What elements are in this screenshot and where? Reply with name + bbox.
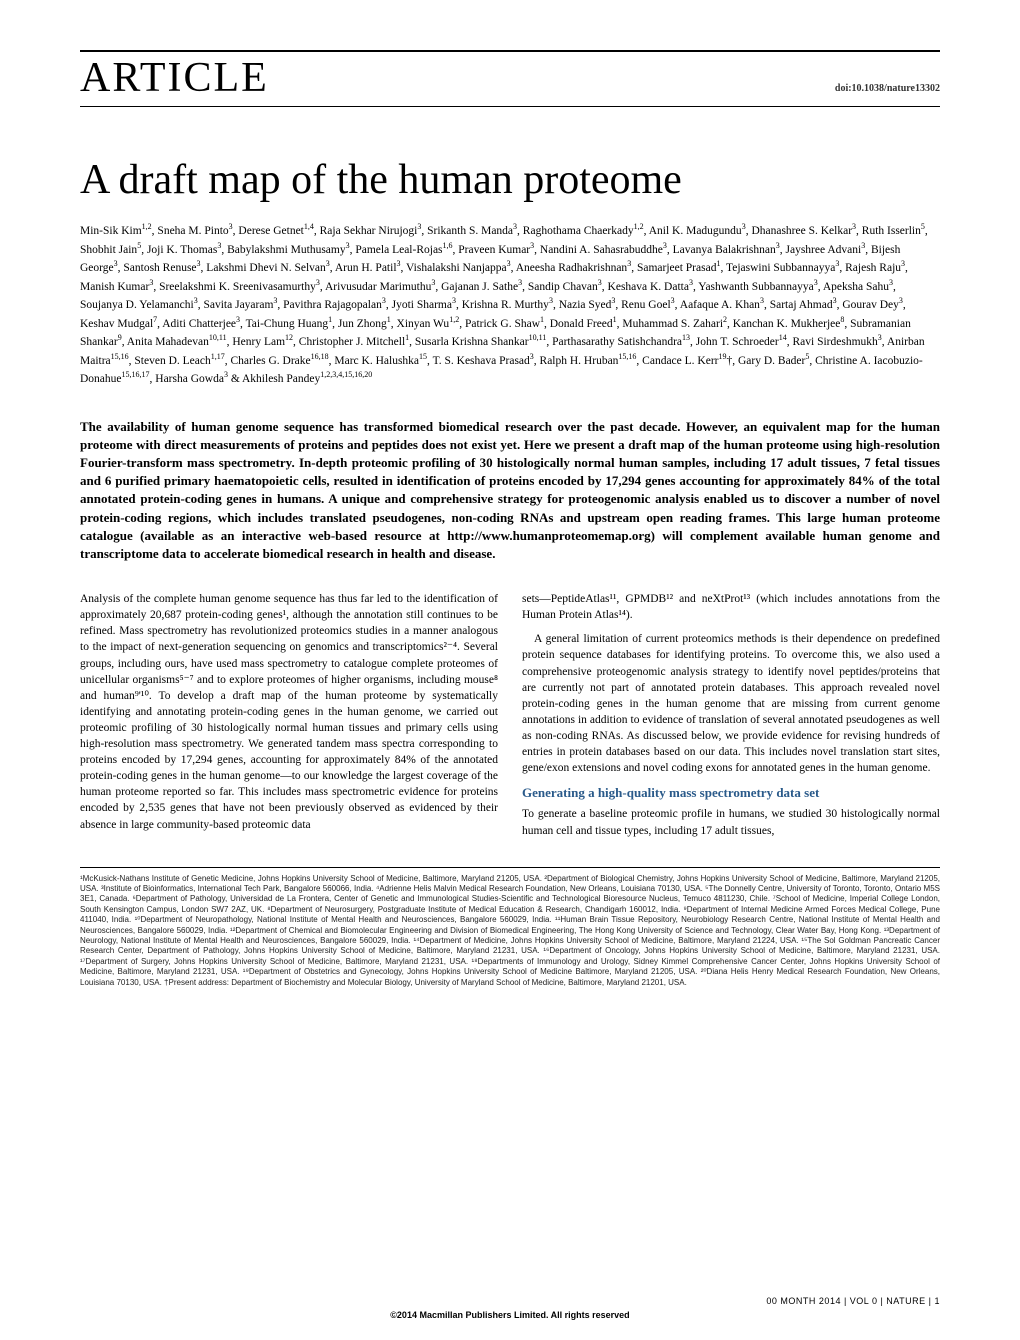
page-info: 00 MONTH 2014 | VOL 0 | NATURE | 1 — [80, 1296, 940, 1306]
body-columns: Analysis of the complete human genome se… — [80, 591, 940, 846]
author-list: Min-Sik Kim1,2, Sneha M. Pinto3, Derese … — [80, 221, 940, 388]
abstract: The availability of human genome sequenc… — [80, 418, 940, 564]
body-paragraph: To generate a baseline proteomic profile… — [522, 806, 940, 838]
column-left: Analysis of the complete human genome se… — [80, 591, 498, 846]
column-right: sets—PeptideAtlas¹¹, GPMDB¹² and neXtPro… — [522, 591, 940, 846]
body-paragraph: Analysis of the complete human genome se… — [80, 591, 498, 832]
doi-text: doi:10.1038/nature13302 — [835, 83, 940, 94]
article-label: ARTICLE — [80, 54, 269, 102]
copyright: ©2014 Macmillan Publishers Limited. All … — [80, 1310, 940, 1320]
affiliations: ¹McKusick-Nathans Institute of Genetic M… — [80, 867, 940, 988]
article-title: A draft map of the human proteome — [80, 157, 940, 203]
page-footer: 00 MONTH 2014 | VOL 0 | NATURE | 1 ©2014… — [80, 1296, 940, 1320]
body-paragraph: sets—PeptideAtlas¹¹, GPMDB¹² and neXtPro… — [522, 591, 940, 623]
header-rule: ARTICLE doi:10.1038/nature13302 — [80, 50, 940, 107]
section-heading: Generating a high-quality mass spectrome… — [522, 784, 940, 802]
body-paragraph: A general limitation of current proteomi… — [522, 631, 940, 776]
